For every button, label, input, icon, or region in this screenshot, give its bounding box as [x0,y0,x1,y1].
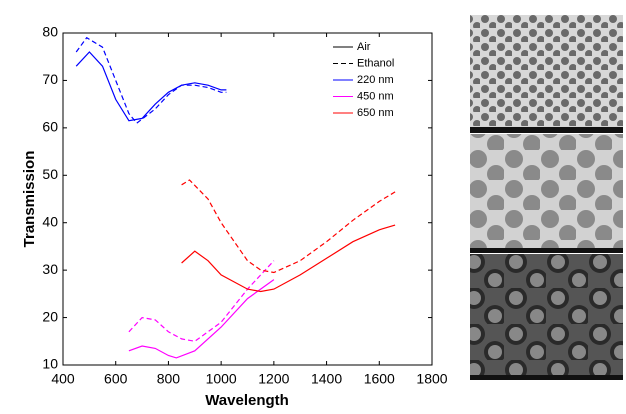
x-tick-label: 1000 [206,371,237,387]
series-line [75,51,227,122]
y-tick-label: 60 [42,119,58,135]
sem-image [470,15,623,133]
y-tick-label: 10 [42,356,58,372]
legend-label: 220 nm [357,74,394,86]
series-line [181,179,396,274]
y-tick-label: 70 [42,71,58,87]
x-tick-label: 1400 [311,371,342,387]
x-tick-label: 400 [51,371,75,387]
scale-bar [470,375,623,380]
series-line [75,36,227,124]
x-tick-label: 800 [157,371,181,387]
y-axis-label: Transmission [21,151,38,248]
y-tick-label: 40 [42,213,58,229]
legend-label: Ethanol [357,57,394,69]
y-tick-label: 80 [42,24,58,40]
series-line [128,260,275,342]
scale-bar [470,248,623,253]
sem-images [470,15,623,380]
plot-frame [62,32,433,366]
legend-label: Air [357,41,371,53]
y-tick-label: 20 [42,308,58,324]
sem-image [470,134,623,253]
legend-label: 450 nm [357,90,394,102]
series-line [128,279,275,359]
x-tick-label: 1200 [258,371,289,387]
x-tick-label: 600 [104,371,128,387]
sem-image [470,254,623,380]
legend-label: 650 nm [357,107,394,119]
scale-bar [470,127,623,133]
x-axis-label: Wavelength [205,392,289,409]
y-tick-label: 50 [42,166,58,182]
x-tick-label: 1600 [364,371,395,387]
y-tick-label: 30 [42,261,58,277]
x-tick-label: 1800 [416,371,447,387]
series-line [181,224,396,293]
